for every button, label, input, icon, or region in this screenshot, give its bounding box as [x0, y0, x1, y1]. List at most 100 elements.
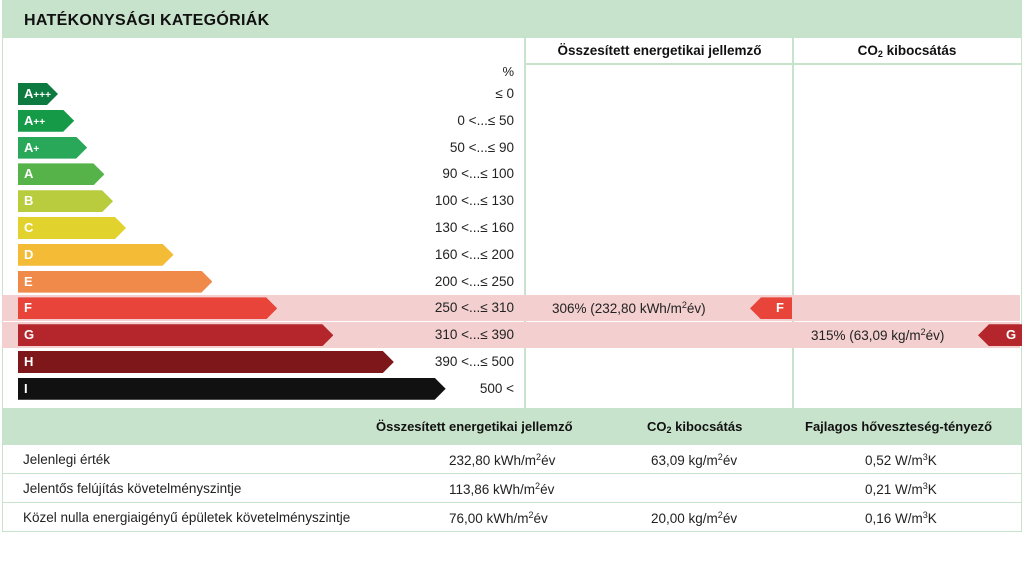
energy-class-letter: H — [24, 354, 34, 369]
summary-co2-sup: 2 — [717, 452, 723, 462]
category-row: E 200 <...≤ 250 — [0, 269, 1024, 295]
energy-class-range: 90 <...≤ 100 — [442, 166, 514, 182]
energy-class-letter: A — [24, 86, 34, 101]
energy-class-arrow: B — [18, 190, 113, 212]
energy-class-arrow: I — [18, 378, 446, 400]
summary-heat-number: 0,16 W/m — [865, 511, 923, 526]
energy-class-arrow: A+ — [18, 137, 87, 159]
energy-class-plus: +++ — [33, 90, 51, 101]
energy-class-arrow: A+++ — [18, 83, 58, 105]
energy-class-letter: A — [24, 166, 34, 182]
co2-result-flag: G — [978, 324, 1022, 347]
category-row: C 130 <...≤ 160 — [0, 215, 1024, 241]
summary-energy-unit: év — [541, 453, 556, 468]
energy-result-value: 306% (232,80 kWh/m — [552, 301, 682, 317]
energy-class-arrow: A — [18, 163, 104, 185]
energy-class-letter: G — [24, 327, 35, 343]
summary-header-heat: Fajlagos hőveszteség-tényező — [805, 419, 993, 434]
page-title: HATÉKONYSÁGI KATEGÓRIÁK — [24, 12, 270, 29]
summary-co2-unit: év — [722, 453, 738, 468]
energy-class-letter: D — [24, 246, 34, 262]
energy-class-letter: F — [24, 300, 32, 316]
summary-co2-number: 63,09 kg/m — [651, 453, 718, 468]
summary-energy-number: 76,00 kWh/m — [449, 511, 529, 526]
summary-heat-unit: K — [927, 453, 937, 468]
energy-class-range: 200 <...≤ 250 — [434, 273, 514, 289]
energy-class-arrow: C — [18, 217, 126, 239]
energy-class-label: A+++ — [24, 86, 51, 101]
title-bar: HATÉKONYSÁGI KATEGÓRIÁK — [2, 0, 1022, 38]
summary-heat-sup: 3 — [922, 452, 928, 462]
summary-heat-sup: 3 — [922, 510, 928, 520]
summary-heat-value: 0,52 W/m3K — [865, 452, 937, 468]
energy-class-plus: + — [33, 143, 40, 155]
summary-energy-sup: 2 — [536, 452, 542, 462]
energy-class-range: 0 <...≤ 50 — [457, 112, 514, 128]
summary-header-co2: CO2 kibocsátás — [647, 419, 742, 435]
energy-class-range: 100 <...≤ 130 — [434, 193, 514, 209]
summary-header-co2-prefix: CO — [647, 419, 667, 434]
co2-result-unit: év) — [925, 328, 945, 344]
energy-class-label: E — [24, 274, 33, 289]
summary-heat-unit: K — [927, 482, 937, 497]
energy-class-label: A+ — [24, 140, 39, 155]
summary-co2-value: 63,09 kg/m2év — [651, 452, 737, 468]
summary-header-energy: Összesített energetikai jellemző — [376, 419, 573, 434]
energy-class-label: I — [24, 381, 28, 396]
summary-heat-value: 0,21 W/m3K — [865, 481, 937, 497]
energy-class-label: A — [24, 166, 33, 181]
energy-class-arrow: H — [18, 351, 394, 373]
category-row: H 390 <...≤ 500 — [0, 349, 1024, 375]
summary-heat-unit: K — [927, 511, 937, 526]
column-divider-co2 — [792, 38, 794, 408]
summary-heat-number: 0,21 W/m — [865, 482, 923, 497]
summary-energy-unit: év — [533, 511, 548, 526]
energy-class-range: 50 <...≤ 90 — [449, 139, 514, 155]
energy-class-range: 250 <...≤ 310 — [434, 300, 514, 316]
energy-class-letter: E — [24, 273, 33, 289]
co2-result-sup: 2 — [920, 327, 926, 338]
energy-result-sup: 2 — [681, 300, 687, 311]
summary-table-header: Összesített energetikai jellemző CO2 kib… — [2, 408, 1022, 445]
energy-class-letter: I — [24, 380, 28, 396]
summary-co2-sup: 2 — [717, 510, 723, 520]
energy-class-label: F — [24, 300, 32, 315]
energy-class-label: G — [24, 327, 34, 342]
energy-class-letter: A — [24, 139, 34, 155]
header-divider — [525, 63, 1022, 65]
energy-class-arrow: F — [18, 297, 277, 319]
energy-class-label: B — [24, 193, 33, 208]
column-divider-energy — [524, 38, 526, 408]
header-co2-suffix: kibocsátás — [882, 43, 957, 58]
energy-class-arrow: A++ — [18, 110, 74, 132]
category-row: D 160 <...≤ 200 — [0, 242, 1024, 268]
summary-energy-number: 113,86 kWh/m — [449, 482, 536, 497]
energy-class-range: 500 < — [479, 380, 514, 396]
energy-class-arrow: E — [18, 271, 212, 293]
co2-result-value: 315% (63,09 kg/m — [811, 328, 921, 344]
header-co2-sub: 2 — [877, 49, 883, 59]
energy-class-arrow: G — [18, 324, 333, 346]
summary-energy-unit: év — [540, 482, 555, 497]
category-row: I 500 < — [0, 376, 1024, 402]
header-co2: CO2 kibocsátás — [794, 43, 1020, 59]
summary-heat-value: 0,16 W/m3K — [865, 510, 937, 526]
summary-header-co2-suffix: kibocsátás — [671, 419, 743, 434]
energy-class-range: 160 <...≤ 200 — [434, 246, 514, 262]
category-row: B 100 <...≤ 130 — [0, 188, 1024, 214]
summary-energy-sup: 2 — [535, 481, 541, 491]
energy-class-letter: A — [24, 112, 34, 128]
energy-class-label: H — [24, 354, 33, 369]
percent-label: % — [502, 64, 514, 79]
summary-energy-sup: 2 — [528, 510, 534, 520]
header-co2-prefix: CO — [857, 43, 878, 58]
summary-heat-number: 0,52 W/m — [865, 453, 923, 468]
summary-energy-value: 76,00 kWh/m2év — [449, 510, 548, 526]
summary-energy-value: 113,86 kWh/m2év — [449, 481, 554, 497]
energy-result-flag: F — [750, 297, 792, 320]
energy-result-text: 306% (232,80 kWh/m2év) — [552, 300, 706, 316]
category-row: A+ 50 <...≤ 90 — [0, 135, 1024, 161]
summary-row: Jelenlegi érték 232,80 kWh/m2év 63,09 kg/m… — [2, 445, 1022, 474]
summary-energy-number: 232,80 kWh/m — [449, 453, 537, 468]
category-frame — [2, 38, 1022, 408]
